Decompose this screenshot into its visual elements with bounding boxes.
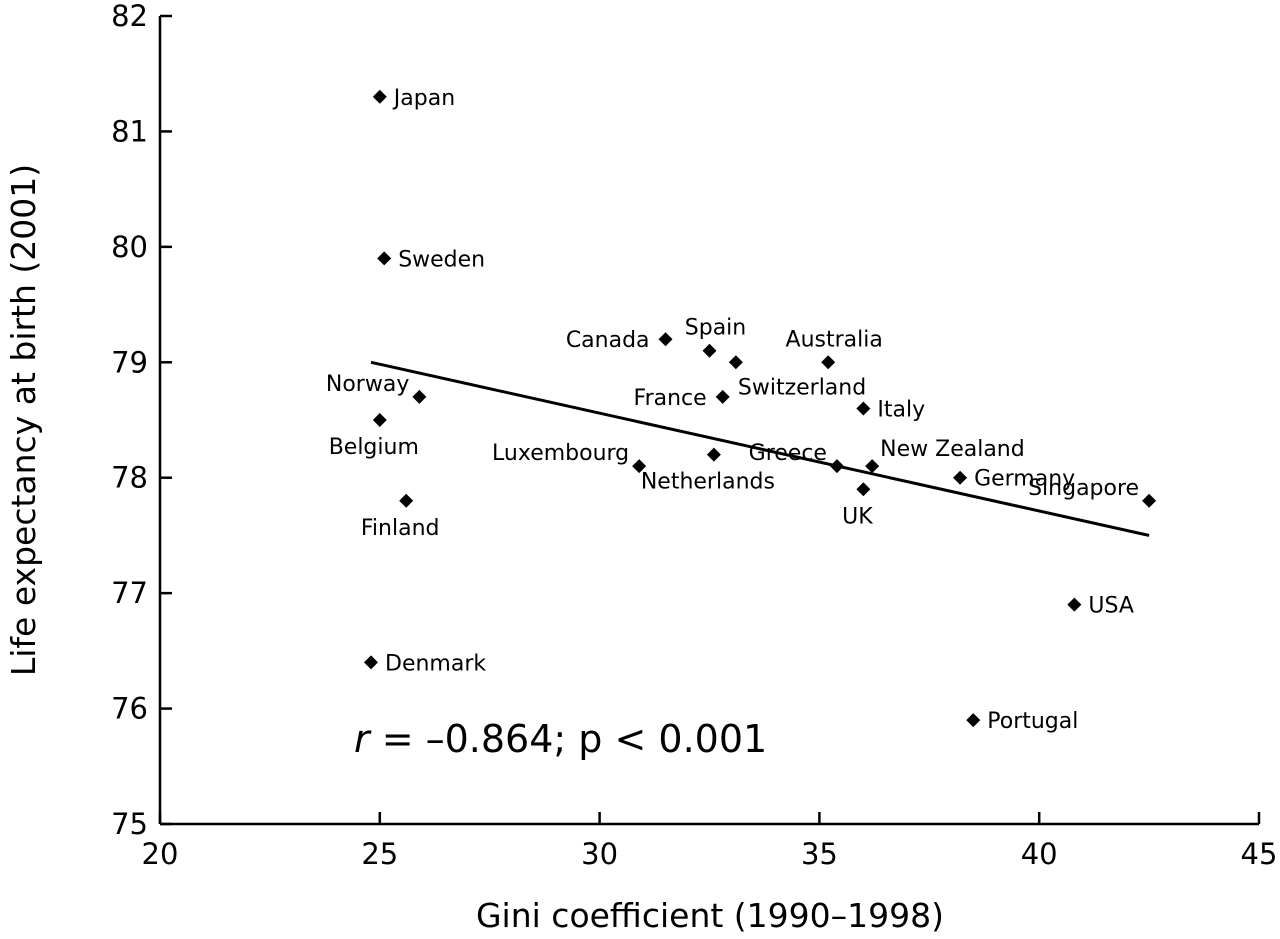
trendline: [370, 360, 1150, 537]
point-label-finland: Finland: [361, 516, 440, 541]
y-tick-label: 75: [111, 807, 148, 841]
point-label-italy: Italy: [877, 397, 925, 422]
point-label-canada: Canada: [566, 328, 650, 353]
x-tick-label: 40: [1021, 837, 1058, 871]
correlation-r-symbol: r: [354, 717, 372, 761]
data-point-germany: [953, 470, 968, 485]
x-tick-label: 30: [581, 837, 618, 871]
point-label-sweden: Sweden: [398, 247, 485, 272]
point-label-denmark: Denmark: [385, 651, 486, 676]
point-label-greece: Greece: [749, 441, 827, 466]
data-point-netherlands: [706, 447, 721, 462]
data-point-canada: [658, 332, 673, 347]
x-axis-title: Gini coefficient (1990–1998): [476, 896, 944, 935]
data-point-norway: [412, 389, 427, 404]
data-point-italy: [856, 401, 871, 416]
data-point-switzerland: [728, 355, 743, 370]
x-tick-label: 25: [361, 837, 398, 871]
point-label-singapore: Singapore: [1028, 476, 1139, 501]
axes: 20 25 30 35 40 45 75 76 77 78 79 80 81 82: [111, 0, 1277, 871]
point-label-france: France: [634, 386, 707, 411]
y-tick-label: 82: [111, 0, 148, 33]
data-point-uk: [856, 482, 871, 497]
point-label-japan: Japan: [392, 86, 455, 111]
data-point-france: [715, 389, 730, 404]
y-tick-label: 81: [111, 114, 148, 148]
y-tick-label: 79: [111, 345, 148, 379]
data-point-japan: [372, 89, 387, 104]
point-label-belgium: Belgium: [329, 435, 419, 460]
point-label-australia: Australia: [786, 327, 883, 352]
point-label-uk: UK: [842, 504, 873, 529]
point-label-norway: Norway: [326, 372, 409, 397]
data-point-portugal: [966, 713, 981, 728]
x-tick-label: 35: [801, 837, 838, 871]
y-tick-label: 80: [111, 230, 148, 264]
data-point-belgium: [372, 413, 387, 427]
point-label-netherlands: Netherlands: [641, 470, 775, 495]
data-point-denmark: [364, 655, 379, 670]
data-point-greece: [829, 459, 844, 474]
point-label-switzerland: Switzerland: [738, 375, 866, 400]
data-point-spain: [702, 343, 717, 358]
data-point-luxembourg: [632, 459, 647, 474]
point-label-spain: Spain: [685, 316, 746, 341]
x-tick-label: 45: [1241, 837, 1278, 871]
data-point-usa: [1067, 597, 1082, 612]
data-point-australia: [821, 355, 836, 370]
data-points: Japan Sweden Norway Belgium Finland Denmark Ca…: [326, 86, 1157, 734]
point-label-portugal: Portugal: [987, 709, 1078, 734]
y-ticks: 75 76 77 78 79 80 81 82: [111, 0, 172, 841]
correlation-annotation: r = –0.864; p < 0.001: [354, 717, 767, 761]
y-tick-label: 78: [111, 461, 148, 495]
data-point-finland: [399, 493, 414, 508]
point-label-germany: Germany: [974, 467, 1075, 492]
data-point-sweden: [377, 251, 392, 266]
correlation-stats: = –0.864; p < 0.001: [370, 717, 768, 761]
y-tick-label: 77: [111, 576, 148, 610]
point-label-usa: USA: [1088, 594, 1134, 619]
x-tick-label: 20: [142, 837, 179, 871]
data-point-singapore: [1142, 493, 1157, 508]
data-point-new-zealand: [865, 459, 880, 474]
y-tick-label: 76: [111, 692, 148, 726]
point-label-luxembourg: Luxembourg: [492, 441, 629, 466]
point-label-new-zealand: New Zealand: [880, 437, 1025, 462]
x-ticks: 20 25 30 35 40 45: [142, 812, 1278, 871]
y-axis-title: Life expectancy at birth (2001): [4, 164, 43, 676]
